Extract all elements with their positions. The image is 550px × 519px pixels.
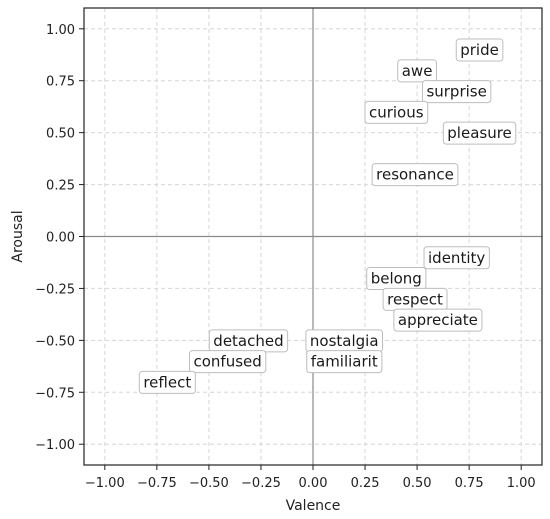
word-label: curious: [369, 103, 424, 121]
word-box: [397, 59, 437, 83]
x-tick-label: 0.75: [455, 476, 484, 491]
y-tick-label: 1.00: [46, 23, 75, 38]
x-tick-label: −1.00: [85, 476, 125, 491]
y-tick-label: −0.75: [35, 386, 75, 401]
word-point: reflect: [138, 370, 196, 394]
word-point: confused: [188, 350, 267, 374]
word-label: identity: [428, 249, 485, 267]
word-box: [442, 121, 517, 145]
word-label: confused: [193, 353, 261, 371]
y-tick-label: 0.75: [46, 75, 75, 90]
word-point: appreciate: [393, 308, 483, 332]
word-point: curious: [364, 100, 429, 124]
word-point: respect: [382, 287, 448, 311]
zero-lines: [84, 8, 542, 465]
word-label: awe: [402, 62, 433, 80]
x-tick-label: −0.75: [137, 476, 177, 491]
axis-ticks: −1.00 −0.75 −0.50 −0.25 0.00 0.25 0.50 0.75 1.00…: [35, 23, 536, 491]
word-point: pride: [455, 38, 504, 62]
word-label: belong: [371, 270, 422, 288]
word-point: nostalgia: [305, 329, 384, 353]
word-point: identity: [423, 246, 490, 270]
x-tick-label: −0.25: [241, 476, 281, 491]
y-tick-label: −1.00: [35, 438, 75, 453]
word-point: surprise: [421, 80, 492, 104]
y-tick-label: 0.25: [46, 179, 75, 194]
word-label: detached: [213, 332, 283, 350]
word-box: [371, 163, 459, 187]
word-label: pride: [460, 41, 499, 59]
word-box: [423, 246, 490, 270]
y-tick-label: 0.50: [46, 127, 75, 142]
word-point: belong: [366, 267, 427, 291]
word-box: [138, 370, 196, 394]
word-box: [364, 100, 429, 124]
x-tick-label: 0.50: [403, 476, 432, 491]
word-label: reflect: [143, 373, 191, 391]
word-box: [188, 350, 267, 374]
x-tick-label: −0.50: [189, 476, 229, 491]
word-box: [421, 80, 492, 104]
word-point: detached: [208, 329, 289, 353]
word-point: resonance: [371, 163, 459, 187]
word-point: pleasure: [442, 121, 517, 145]
x-axis-title: Valence: [286, 498, 341, 514]
word-label: pleasure: [447, 124, 512, 142]
word-box: [393, 308, 483, 332]
y-tick-label: 0.00: [46, 231, 75, 246]
word-label: nostalgia: [310, 332, 379, 350]
y-tick-label: −0.50: [35, 334, 75, 349]
word-label: appreciate: [398, 311, 478, 329]
word-box: [455, 38, 504, 62]
word-label: familiarit: [311, 353, 378, 371]
x-tick-label: 0.00: [299, 476, 328, 491]
word-point: awe: [397, 59, 437, 83]
x-tick-label: 1.00: [507, 476, 536, 491]
word-label: respect: [387, 290, 443, 308]
word-box: [306, 350, 383, 374]
y-tick-label: −0.25: [35, 282, 75, 297]
word-point: familiarit: [306, 350, 383, 374]
word-label: surprise: [426, 83, 486, 101]
y-axis-title: Arousal: [10, 210, 26, 262]
word-label: resonance: [376, 166, 454, 184]
x-tick-label: 0.25: [351, 476, 380, 491]
